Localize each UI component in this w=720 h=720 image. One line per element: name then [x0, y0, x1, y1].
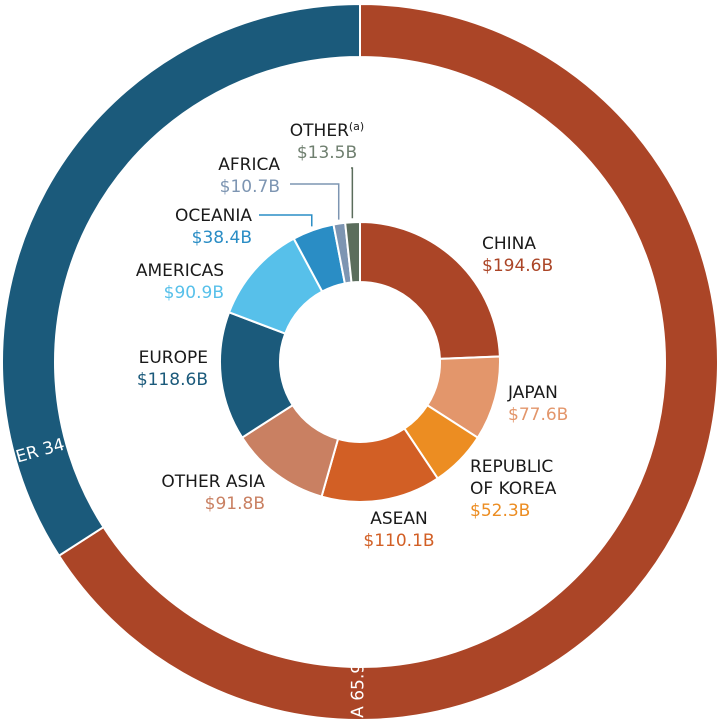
- category-label: REPUBLIC: [470, 457, 553, 477]
- leader-line-africa: [290, 183, 340, 220]
- value-label: $110.1B: [363, 531, 434, 551]
- label-china: CHINA$194.6B: [482, 234, 553, 276]
- value-label: $52.3B: [470, 501, 530, 521]
- category-label: ASEAN: [370, 509, 428, 529]
- outer-slice-other: [1, 2, 361, 558]
- label-asean: ASEAN$110.1B: [363, 509, 434, 551]
- label-other: OTHER(a)$13.5B: [290, 120, 364, 163]
- label-oceania: OCEANIA$38.4B: [175, 206, 252, 248]
- value-label: $38.4B: [192, 228, 252, 248]
- category-label: OTHER ASIA: [161, 472, 265, 492]
- category-label: OF KOREA: [470, 479, 557, 499]
- value-label: $77.6B: [508, 405, 568, 425]
- inner-slice-other: [344, 220, 361, 284]
- footnote-marker: (a): [349, 120, 364, 133]
- label-japan: JAPAN$77.6B: [507, 383, 568, 425]
- leader-line-other: [351, 167, 354, 219]
- inner-ring: [219, 220, 501, 503]
- category-label: OCEANIA: [175, 206, 252, 226]
- outer-label-asia: ASIA 65.9%: [348, 647, 369, 720]
- category-label: EUROPE: [139, 348, 208, 368]
- label-other-asia: OTHER ASIA$91.8B: [161, 472, 265, 514]
- value-label: $13.5B: [297, 143, 357, 163]
- value-label: $10.7B: [220, 177, 280, 197]
- category-label: CHINA: [482, 234, 536, 254]
- value-label: $91.8B: [205, 494, 265, 514]
- category-label: AMERICAS: [136, 261, 224, 281]
- inner-slice-china: [359, 220, 501, 360]
- outer-slice-asia: [57, 2, 719, 720]
- leader-lines: [259, 167, 354, 227]
- category-label: AFRICA: [218, 155, 280, 175]
- label-europe: EUROPE$118.6B: [137, 348, 208, 390]
- label-americas: AMERICAS$90.9B: [136, 261, 224, 303]
- value-label: $194.6B: [482, 256, 553, 276]
- value-label: $118.6B: [137, 370, 208, 390]
- label-africa: AFRICA$10.7B: [218, 155, 280, 197]
- value-label: $90.9B: [164, 283, 224, 303]
- category-label: OTHER(a): [290, 120, 364, 141]
- leader-line-oceania: [259, 214, 313, 227]
- category-label: JAPAN: [507, 383, 558, 403]
